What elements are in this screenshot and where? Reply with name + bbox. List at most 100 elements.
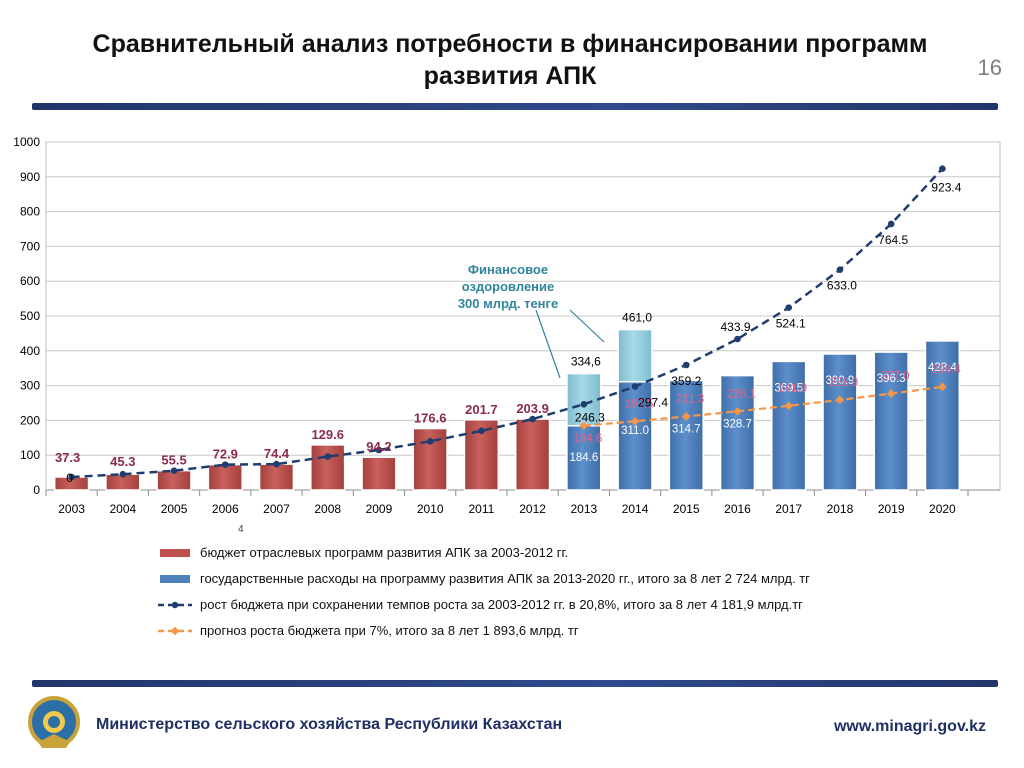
- x-tick-label: 2010: [417, 502, 444, 516]
- x-tick-label: 2007: [263, 502, 290, 516]
- data-label-forecast-7: 296.4: [932, 364, 961, 376]
- legend-item-orange-line: прогноз роста бюджета при 7%, итого за 8…: [156, 618, 916, 644]
- x-tick-label: 2016: [724, 502, 751, 516]
- data-label-sector-budget: 72.9: [213, 447, 238, 462]
- legend-item-blue-bars: государственные расходы на программу раз…: [156, 566, 916, 592]
- bar-state-expenses: [668, 379, 704, 491]
- top-divider: [32, 103, 998, 110]
- legend-swatch-dark-line: [158, 601, 192, 609]
- bar-sector-budget: [258, 463, 295, 491]
- x-tick-label: 2017: [775, 502, 802, 516]
- data-label-growth-20-8: 764.5: [878, 233, 908, 247]
- x-tick-label: 2013: [570, 502, 597, 516]
- chart: 0 100 200 300 400 500 600 700 800 900 1000 2003 2004…: [13, 135, 1001, 535]
- data-label-sector-budget: 37.3: [55, 450, 80, 465]
- y-tick-label: 400: [20, 344, 40, 358]
- x-tick-label: 2008: [314, 502, 341, 516]
- x-tick-label: 2006: [212, 502, 239, 516]
- legend-swatch-blue: [160, 575, 190, 583]
- data-label-forecast-7: 258.9: [830, 377, 859, 389]
- point-forecast-7: [886, 389, 896, 398]
- point-growth-20-8: [631, 383, 639, 390]
- legend-item-dark-line: рост бюджета при сохранении темпов роста…: [156, 592, 916, 618]
- point-forecast-7: [938, 382, 947, 392]
- annotation-financial-recovery: оздоровление: [462, 279, 555, 294]
- y-tick-label: 1000: [13, 135, 40, 149]
- point-growth-20-8: [221, 461, 229, 468]
- bar-sector-budget: [514, 418, 551, 491]
- ministry-name: Министерство сельского хозяйства Республ…: [96, 716, 563, 733]
- y-tick-label: 700: [20, 239, 40, 253]
- point-forecast-7: [579, 421, 589, 431]
- state-emblem-icon: [28, 696, 80, 748]
- bar-state-expenses: [873, 351, 909, 491]
- data-label-financial-recovery: 461,0: [622, 311, 652, 325]
- data-label-growth-20-8: 923.4: [931, 181, 961, 195]
- legend-swatch-orange-line: [158, 626, 192, 636]
- data-label-sector-budget: 45.3: [110, 454, 135, 469]
- point-growth-20-8: [836, 266, 844, 274]
- data-label-forecast-7: 197.5: [625, 398, 654, 410]
- slide-title: Сравнительный анализ потребности в финан…: [92, 30, 928, 90]
- data-label-forecast-7: 226.1: [727, 388, 756, 400]
- data-label-sector-budget: 55.5: [161, 453, 186, 468]
- x-tick-label: 2011: [468, 502, 494, 516]
- data-label-growth-20-8: 524.1: [776, 317, 806, 331]
- y-tick-label: 600: [20, 274, 40, 288]
- point-growth-20-8: [273, 460, 280, 468]
- data-label-growth-20-8: 359.2: [671, 374, 701, 388]
- y-tick-label: 300: [20, 379, 40, 393]
- point-growth-20-8: [939, 165, 946, 172]
- data-label-state-expenses: 184.6: [569, 452, 598, 464]
- data-label-forecast-7: 277.0: [881, 371, 910, 383]
- bar-state-expenses: [822, 353, 858, 491]
- bar-sector-budget: [207, 463, 243, 491]
- bottom-divider: [32, 680, 998, 687]
- x-tick-label: 2019: [878, 502, 905, 516]
- point-forecast-7: [784, 401, 793, 411]
- legend-label: рост бюджета при сохранении темпов роста…: [200, 597, 803, 612]
- data-label-growth-20-8: 633.0: [827, 279, 857, 293]
- point-forecast-7: [733, 407, 742, 416]
- y-tick-label: 500: [20, 309, 40, 323]
- data-label-forecast-7: 184.6: [573, 433, 602, 445]
- website-link[interactable]: www.minagri.gov.kz: [833, 718, 986, 735]
- point-growth-20-8: [324, 453, 332, 460]
- point-growth-20-8: [887, 220, 895, 228]
- x-tick-label: 2009: [366, 502, 393, 516]
- data-label-state-expenses: 328.7: [723, 419, 752, 431]
- x-tick-label: 2014: [622, 502, 649, 516]
- annotation-financial-recovery: 300 млрд. тенге: [458, 296, 558, 311]
- point-growth-20-8: [734, 335, 741, 343]
- point-growth-20-8: [682, 361, 690, 369]
- data-label-sector-budget: 203.9: [516, 401, 549, 416]
- data-label-sector-budget: 129.6: [311, 427, 344, 442]
- annotation-financial-recovery: Финансовое: [468, 262, 548, 277]
- data-label-state-expenses: 314.7: [672, 423, 701, 435]
- legend-label: бюджет отраслевых программ развития АПК …: [200, 545, 569, 560]
- bar-state-expenses: [771, 360, 807, 491]
- point-growth-20-8: [529, 415, 536, 423]
- bar-state-expenses: [719, 374, 756, 491]
- data-label-growth-20-8: 0: [66, 471, 73, 485]
- stray-mark: 4: [238, 524, 244, 535]
- bar-sector-budget: [361, 456, 397, 491]
- chart-legend: бюджет отраслевых программ развития АПК …: [156, 540, 916, 644]
- slide-number: 16: [977, 55, 1002, 80]
- bar-state-expenses: [924, 340, 961, 491]
- data-label-forecast-7: 241.9: [778, 383, 807, 395]
- y-tick-label: 200: [20, 413, 40, 427]
- annotation-pointer: [569, 309, 605, 343]
- x-tick-label: 2004: [109, 502, 136, 516]
- x-tick-label: 2020: [929, 502, 956, 516]
- data-label-sector-budget: 94.2: [366, 439, 391, 454]
- line-growth-20-8: [71, 167, 944, 479]
- bar-sector-budget: [310, 444, 346, 491]
- y-tick-label: 800: [20, 205, 40, 219]
- data-label-forecast-7: 211.3: [676, 393, 704, 405]
- data-label-sector-budget: 201.7: [465, 402, 498, 417]
- x-tick-label: 2003: [58, 502, 85, 516]
- data-label-state-expenses: 311.0: [621, 425, 649, 437]
- legend-item-red-bars: бюджет отраслевых программ развития АПК …: [156, 540, 916, 566]
- data-label-state-expenses: 396.3: [877, 373, 906, 385]
